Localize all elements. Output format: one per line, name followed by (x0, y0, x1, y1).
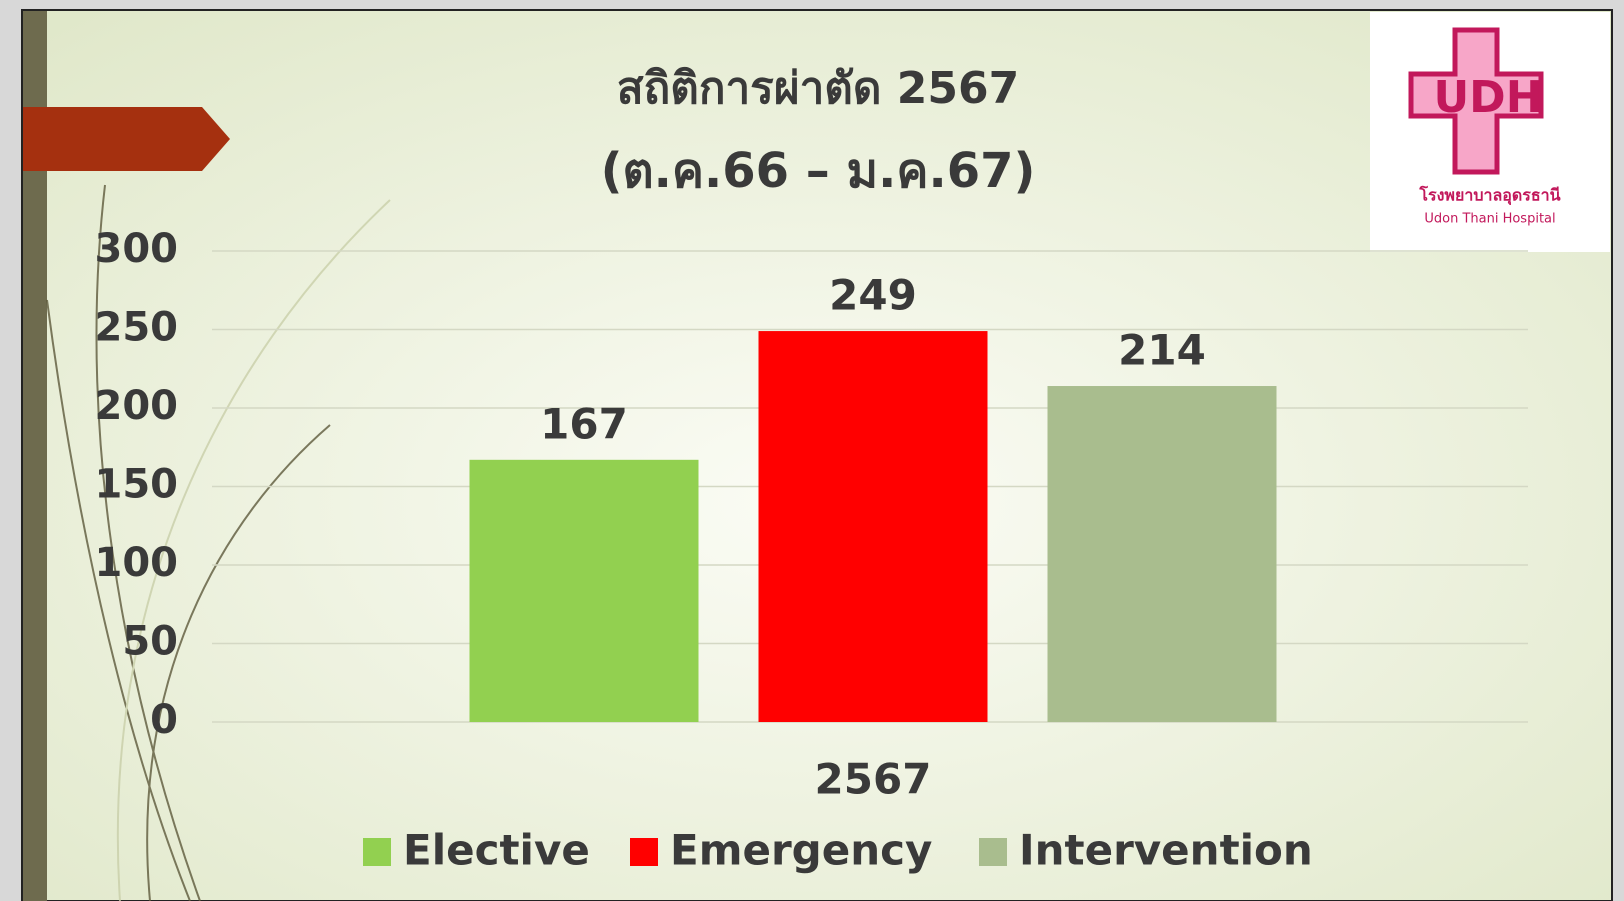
legend-label: Intervention (1019, 826, 1313, 875)
chart-title: สถิติการผ่าตัด 2567 (617, 63, 1019, 114)
legend-swatch (979, 838, 1007, 866)
legend-label: Elective (403, 826, 590, 875)
logo-name-en: Udon Thani Hospital (1424, 212, 1555, 227)
x-tick-label: 2567 (815, 755, 932, 804)
bar (758, 331, 988, 722)
y-tick-label: 0 (150, 697, 178, 743)
data-label: 249 (829, 271, 917, 320)
arrow-banner (23, 107, 230, 171)
legend-swatch (363, 838, 391, 866)
legend-label: Emergency (670, 826, 932, 875)
logo-cross (1408, 27, 1544, 175)
bar (1047, 386, 1277, 722)
logo-name-th: โรงพยาบาลอุดรธานี (1418, 185, 1560, 206)
y-tick-label: 100 (95, 540, 179, 586)
legend-swatch (630, 838, 658, 866)
logo-mark: UDH (1433, 72, 1542, 123)
y-tick-label: 150 (95, 462, 179, 508)
bar (469, 459, 699, 722)
chart-subtitle: (ต.ค.66 – ม.ค.67) (601, 143, 1036, 199)
decor-curves (46, 184, 391, 901)
y-tick-label: 50 (122, 619, 178, 665)
y-tick-label: 300 (95, 226, 179, 272)
y-tick-label: 200 (95, 383, 179, 429)
y-tick-label: 250 (95, 305, 179, 351)
data-label: 167 (540, 399, 628, 448)
data-label: 214 (1118, 326, 1206, 375)
